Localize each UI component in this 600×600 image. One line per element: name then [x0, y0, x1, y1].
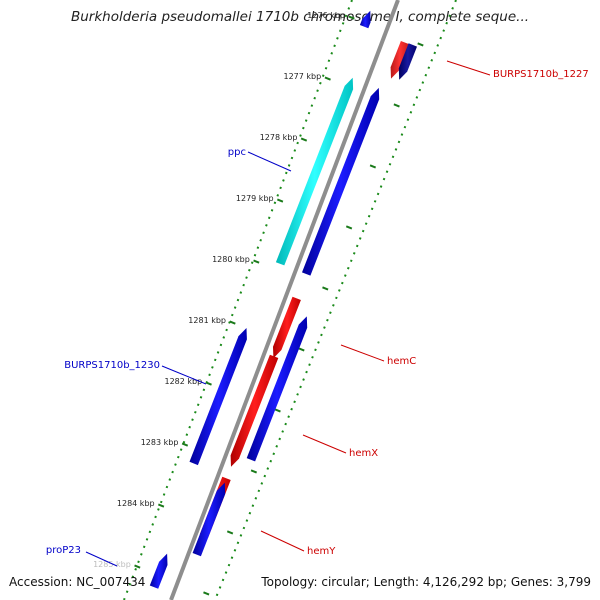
- tick-mark: [250, 469, 258, 474]
- gene-arrow[interactable]: [246, 316, 308, 462]
- label-leader-layer: [85, 60, 491, 567]
- gene-hemc[interactable]: [273, 296, 301, 359]
- tick-mark: [300, 137, 308, 142]
- gene-burps1710b-1230[interactable]: [189, 328, 247, 466]
- label-leader-line: [85, 551, 118, 567]
- tick-mark: [345, 225, 353, 230]
- label-leader-line: [260, 530, 305, 552]
- label-leader-line: [302, 434, 347, 454]
- accession-text: Accession: NC_007434: [9, 575, 146, 589]
- label-leader-line: [340, 344, 385, 362]
- tick-mark: [417, 42, 424, 47]
- gene-layer: [149, 10, 417, 589]
- gene-ppc[interactable]: [275, 77, 354, 266]
- gene-arrow[interactable]: [390, 41, 410, 79]
- gene-hemx[interactable]: [230, 354, 279, 467]
- tick-mark: [205, 381, 212, 386]
- tick-mark: [369, 164, 377, 169]
- tick-mark: [348, 15, 355, 20]
- genome-summary-text: Topology: circular; Length: 4,126,292 bp…: [261, 575, 591, 589]
- tick-label: 1285 kbp: [93, 560, 131, 569]
- tick-label: 1279 kbp: [236, 194, 274, 203]
- gene-arrow[interactable]: [359, 10, 371, 29]
- tick-label: 1278 kbp: [260, 133, 298, 142]
- tick-label: 1282 kbp: [165, 377, 203, 386]
- tick-mark: [324, 76, 331, 81]
- gene-label[interactable]: hemX: [349, 448, 378, 459]
- tick-track-right: [214, 0, 457, 600]
- label-leader-line: [247, 151, 292, 172]
- gene-label[interactable]: BURPS1710b_1230: [64, 360, 160, 371]
- gene-label[interactable]: hemC: [387, 356, 416, 367]
- tick-mark: [181, 442, 189, 447]
- tick-label: 1280 kbp: [212, 255, 250, 264]
- gene-label[interactable]: BURPS1710b_1227: [493, 69, 589, 80]
- gene-prop23[interactable]: [149, 553, 168, 589]
- gene-label[interactable]: hemY: [307, 546, 336, 557]
- gene-arrow[interactable]: [192, 482, 226, 557]
- gene-arrow[interactable]: [302, 87, 380, 276]
- gene-label[interactable]: proP23: [46, 545, 81, 556]
- tick-track-left: [123, 0, 353, 600]
- map-title: Burkholderia pseudomallei 1710b chromoso…: [70, 9, 530, 25]
- tick-mark: [274, 408, 281, 413]
- tick-label: 1283 kbp: [141, 438, 179, 447]
- tick-mark: [393, 103, 400, 108]
- tick-mark: [276, 198, 284, 203]
- tick-label: 1281 kbp: [188, 316, 226, 325]
- tick-mark: [322, 286, 329, 291]
- tick-mark: [203, 591, 210, 596]
- gene-label[interactable]: ppc: [228, 147, 246, 158]
- tick-mark: [253, 259, 260, 264]
- tick-label: 1284 kbp: [117, 499, 155, 508]
- tick-label: 1277 kbp: [284, 72, 322, 81]
- label-leader-line: [161, 365, 207, 385]
- tick-mark: [298, 347, 305, 352]
- tick-mark: [134, 564, 141, 569]
- tick-mark: [229, 320, 236, 325]
- label-leader-line: [446, 60, 491, 76]
- gene-burps1710b-1227[interactable]: [398, 43, 417, 80]
- chromosome-backbone: [169, 0, 400, 600]
- tick-mark: [157, 503, 165, 508]
- tick-label: 1276 kbp: [307, 11, 345, 20]
- tick-layer: 1276 kbp 1277 kbp 1278 kbp 1279 kbp 1280 kbp…: [93, 11, 424, 596]
- tick-mark: [226, 530, 234, 535]
